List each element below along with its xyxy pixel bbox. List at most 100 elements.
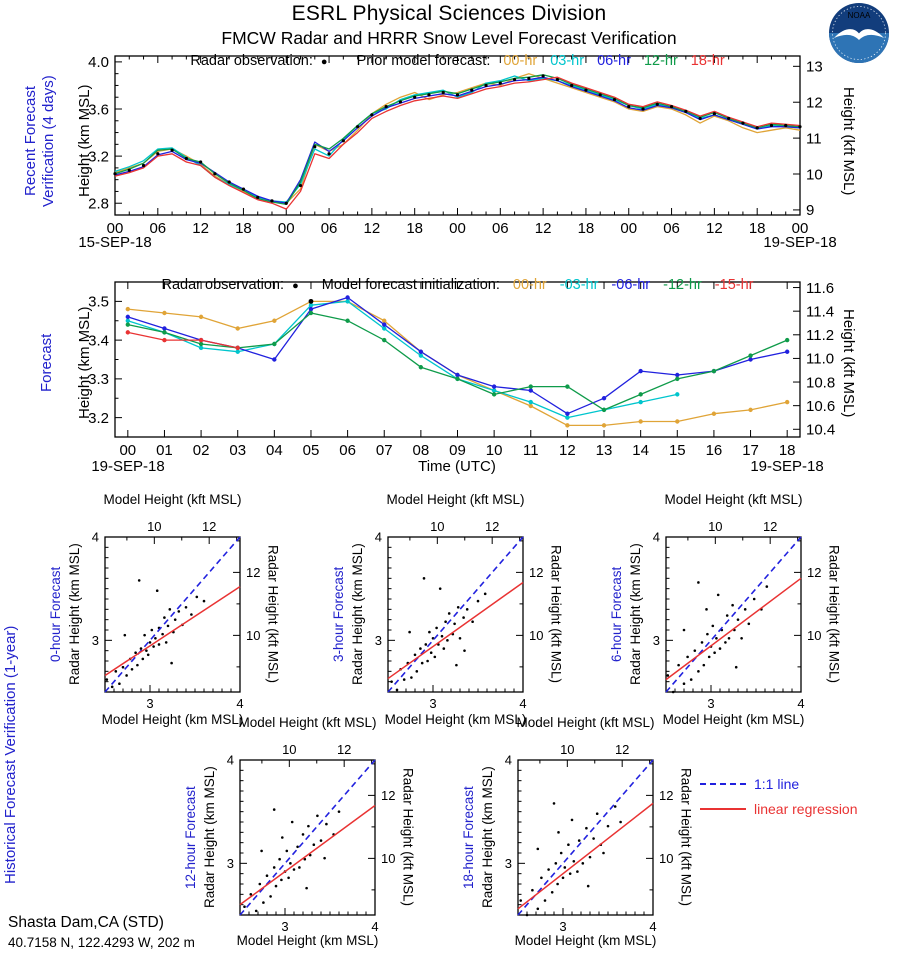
legend-recent-model: Prior model forecast:	[356, 53, 491, 69]
svg-text:10: 10	[147, 519, 161, 534]
chart-scatter-12hr: 3 4 3 4 10 12 10 12	[227, 742, 396, 934]
svg-text:18: 18	[779, 442, 796, 459]
svg-text:9: 9	[806, 202, 814, 219]
legend-item-00hr: 00-hr	[503, 53, 538, 69]
svg-text:18: 18	[749, 220, 766, 237]
svg-text:06: 06	[339, 442, 356, 459]
legend-item-03hr: 03-hr	[550, 53, 585, 69]
svg-text:3.6: 3.6	[88, 101, 109, 118]
svg-text:10: 10	[806, 166, 823, 183]
one-to-one-label: 1:1 line	[754, 776, 800, 792]
svg-text:3.2: 3.2	[88, 410, 109, 427]
legend-recent: Radar observation: ● Prior model forecas…	[115, 53, 800, 69]
svg-text:13: 13	[806, 59, 823, 76]
scatter-18hr-bottom-label: Model Height (km MSL)	[514, 933, 657, 948]
legend-item-init-03hr: -03-hr	[559, 277, 599, 293]
svg-text:00: 00	[792, 220, 809, 237]
svg-text:10: 10	[560, 742, 574, 757]
forecast-date-left: 19-SEP-18	[91, 458, 165, 475]
svg-text:10: 10	[708, 519, 722, 534]
scatter-0hr-left-label: Radar Height (km MSL)	[66, 543, 82, 686]
svg-text:08: 08	[413, 442, 430, 459]
scatter-12hr-right-label: Radar Height (kft MSL)	[400, 768, 416, 907]
svg-text:10: 10	[807, 628, 821, 643]
svg-text:12: 12	[192, 220, 209, 237]
svg-text:18: 18	[406, 220, 423, 237]
svg-text:13: 13	[596, 442, 613, 459]
svg-text:16: 16	[706, 442, 723, 459]
svg-text:10.6: 10.6	[806, 398, 835, 415]
svg-text:3: 3	[227, 856, 234, 871]
scatter-0hr-bottom-label: Model Height (km MSL)	[101, 712, 244, 727]
svg-text:10: 10	[430, 519, 444, 534]
svg-text:18: 18	[235, 220, 252, 237]
svg-text:4: 4	[92, 530, 99, 545]
station-coords: 40.7158 N, 122.4293 W, 202 m	[8, 935, 195, 950]
svg-text:12: 12	[381, 788, 395, 803]
scatter-12hr-label: 12-hour Forecast	[182, 786, 198, 889]
scatter-3hr-right-label: Radar Height (kft MSL)	[548, 545, 564, 684]
page-subtitle: FMCW Radar and HRRR Snow Level Forecast …	[221, 28, 677, 48]
svg-text:05: 05	[303, 442, 320, 459]
scatter-0hr-top-label: Model Height (kft MSL)	[103, 492, 242, 507]
svg-text:10: 10	[282, 742, 296, 757]
station-name: Shasta Dam,CA (STD)	[8, 914, 164, 931]
svg-text:09: 09	[449, 442, 466, 459]
regression-line-sample	[700, 808, 746, 810]
forecast-ylabel-right: Height (kft MSL)	[840, 308, 857, 418]
svg-text:12: 12	[485, 519, 499, 534]
scatter-3hr-left-label: Radar Height (km MSL)	[349, 543, 365, 686]
svg-text:11: 11	[806, 130, 822, 147]
scatter-12hr-bottom-label: Model Height (km MSL)	[236, 933, 379, 948]
svg-text:3: 3	[146, 696, 153, 711]
svg-text:11.6: 11.6	[806, 280, 834, 297]
svg-text:3.3: 3.3	[88, 371, 109, 388]
svg-text:2.8: 2.8	[88, 195, 109, 212]
svg-text:15: 15	[669, 442, 686, 459]
chart-scatter-3hr: 3 4 3 4 10 12 10 12	[375, 519, 544, 711]
panel-label-historical: Historical Forecast Verification (1-year…	[2, 625, 19, 885]
scatter-0hr-right-label: Radar Height (kft MSL)	[265, 545, 281, 684]
svg-text:12: 12	[806, 94, 823, 111]
svg-text:02: 02	[193, 442, 210, 459]
forecast-xlabel: Time (UTC)	[418, 458, 496, 475]
svg-text:12: 12	[364, 220, 381, 237]
svg-text:01: 01	[156, 442, 173, 459]
svg-text:3: 3	[653, 633, 660, 648]
svg-text:11.0: 11.0	[806, 351, 834, 368]
svg-text:12: 12	[763, 519, 777, 534]
svg-text:11.2: 11.2	[806, 327, 834, 344]
legend-item-init-00hr: 00-hr	[512, 277, 547, 293]
forecast-date-right: 19-SEP-18	[750, 458, 824, 475]
legend-item-12hr: 12-hr	[643, 53, 678, 69]
scatter-18hr-left-label: Radar Height (km MSL)	[479, 766, 495, 909]
one-to-one-line-sample	[700, 783, 746, 785]
scatter-18hr-label: 18-hour Forecast	[460, 786, 476, 889]
chart-scatter-18hr: 3 4 3 4 10 12 10 12	[505, 742, 674, 934]
svg-text:4: 4	[649, 919, 656, 934]
svg-text:06: 06	[663, 220, 680, 237]
recent-date-left: 15-SEP-18	[78, 234, 152, 251]
legend-item-init-15hr: -15-hr	[714, 277, 754, 293]
recent-ylabel-right: Height (kft MSL)	[840, 86, 857, 196]
svg-text:10.4: 10.4	[806, 422, 835, 439]
svg-text:3: 3	[429, 696, 436, 711]
svg-text:4: 4	[371, 919, 378, 934]
svg-text:00: 00	[107, 220, 124, 237]
legend-item-06hr: 06-hr	[597, 53, 631, 69]
svg-text:4: 4	[653, 530, 660, 545]
svg-text:10: 10	[529, 628, 543, 643]
noaa-logo-text: NOAA	[848, 11, 871, 20]
legend-forecast-radar: Radar observation: ●	[161, 277, 299, 293]
svg-text:00: 00	[278, 220, 295, 237]
svg-text:12: 12	[706, 220, 723, 237]
svg-text:4: 4	[227, 753, 234, 768]
scatter-6hr-label: 6-hour Forecast	[608, 566, 624, 663]
radar-dot-marker: ●	[292, 280, 299, 292]
legend-forecast: Radar observation: ● Model forecast init…	[115, 277, 800, 293]
page-title: ESRL Physical Sciences Division	[291, 2, 607, 25]
svg-text:4: 4	[375, 530, 382, 545]
svg-text:00: 00	[449, 220, 466, 237]
scatter-0hr-label: 0-hour Forecast	[47, 566, 63, 663]
scatter-legend: 1:1 line linear regression	[700, 776, 858, 826]
